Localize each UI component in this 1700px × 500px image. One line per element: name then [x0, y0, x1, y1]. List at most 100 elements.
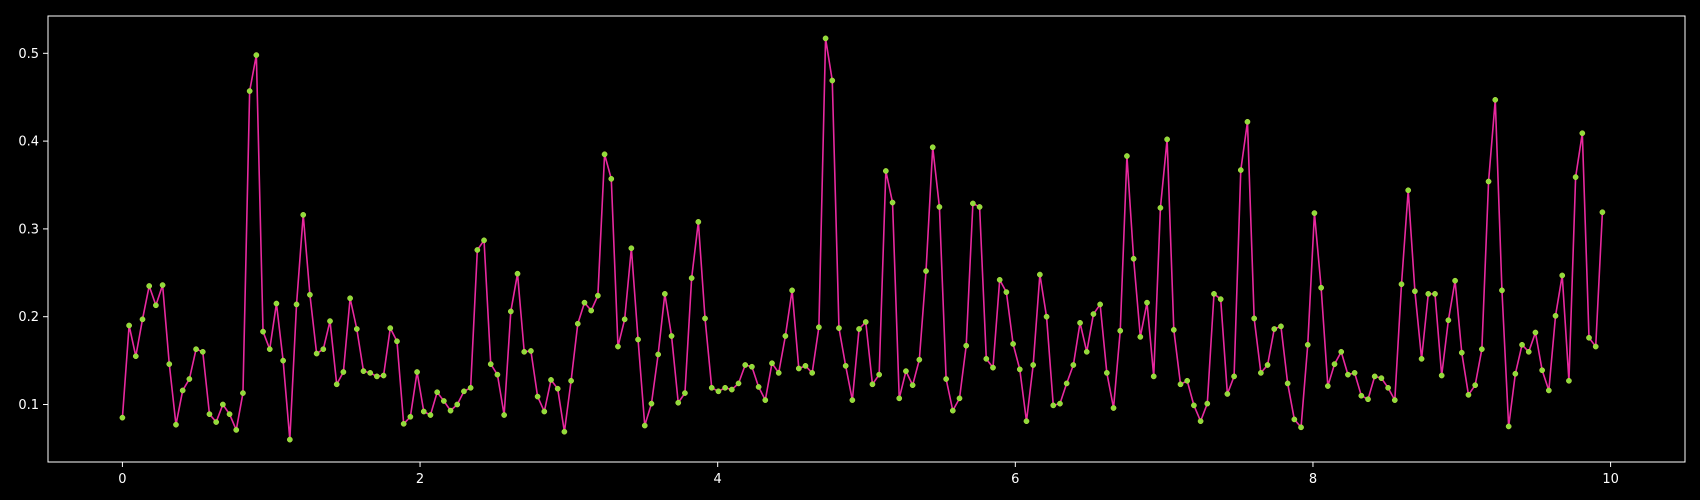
data-point	[1499, 287, 1505, 294]
data-point	[568, 377, 574, 384]
data-point	[1164, 136, 1170, 143]
data-point	[715, 388, 722, 395]
data-point	[742, 362, 749, 368]
data-point	[1405, 187, 1412, 194]
data-point	[1278, 323, 1284, 330]
data-point	[1519, 341, 1525, 348]
data-point	[374, 373, 380, 380]
data-point	[1452, 277, 1458, 284]
data-point	[1037, 271, 1043, 278]
data-point	[1465, 391, 1472, 398]
data-point	[186, 376, 193, 382]
data-point	[581, 299, 588, 306]
data-point	[1458, 349, 1465, 356]
data-point	[601, 151, 608, 158]
data-point	[199, 348, 206, 355]
data-point	[1170, 327, 1177, 333]
data-point	[963, 342, 970, 349]
data-point	[1050, 402, 1057, 409]
data-point	[735, 380, 742, 387]
data-point	[1124, 153, 1130, 159]
data-point	[782, 333, 789, 339]
data-point	[648, 400, 655, 407]
data-point	[1137, 334, 1144, 340]
x-tick-label: 0	[118, 472, 126, 487]
data-point	[1197, 418, 1204, 425]
data-point	[280, 357, 286, 364]
data-point	[1331, 361, 1338, 367]
data-point	[688, 275, 695, 281]
data-point	[139, 316, 146, 323]
data-point	[595, 292, 601, 299]
data-point	[1284, 380, 1291, 387]
data-point	[1304, 341, 1311, 348]
data-point	[1224, 391, 1231, 397]
data-point	[641, 422, 648, 429]
data-point	[400, 420, 407, 427]
data-point	[353, 326, 360, 332]
data-point	[1559, 272, 1566, 279]
data-point	[1371, 373, 1378, 380]
data-point	[621, 316, 628, 323]
data-point	[487, 361, 494, 367]
data-point	[1063, 380, 1070, 387]
data-point	[307, 291, 313, 298]
data-point	[675, 399, 682, 406]
data-point	[574, 320, 581, 327]
data-point	[541, 408, 548, 415]
data-point	[822, 35, 829, 42]
data-point	[1552, 312, 1559, 319]
data-point	[695, 219, 702, 225]
data-point	[1010, 341, 1016, 347]
data-point	[655, 351, 662, 358]
data-point	[755, 384, 762, 390]
data-point	[775, 370, 782, 376]
data-point	[246, 88, 253, 94]
data-point	[286, 436, 293, 443]
data-point	[1070, 362, 1077, 368]
data-point	[1472, 382, 1479, 389]
data-point	[253, 52, 260, 58]
data-point	[447, 407, 454, 414]
data-point	[126, 322, 132, 329]
data-point	[1599, 209, 1606, 216]
data-point	[1083, 348, 1090, 355]
data-point	[273, 300, 280, 307]
data-point	[193, 346, 199, 353]
data-point	[507, 308, 514, 315]
data-point	[327, 318, 333, 324]
data-point	[1237, 167, 1244, 173]
data-point	[702, 315, 708, 322]
y-tick-label: 0.3	[18, 222, 39, 237]
data-point	[387, 325, 394, 331]
data-point	[1385, 384, 1391, 391]
data-point	[662, 291, 668, 297]
data-point	[528, 348, 534, 354]
data-point	[494, 371, 501, 378]
data-point	[1532, 329, 1539, 336]
data-point	[226, 411, 233, 417]
data-point	[313, 350, 320, 357]
data-point	[682, 390, 688, 396]
data-point	[1103, 370, 1110, 376]
data-point	[1445, 317, 1452, 324]
data-point	[1525, 348, 1532, 355]
data-point	[300, 212, 307, 218]
data-point	[554, 385, 561, 392]
data-point	[474, 247, 481, 253]
data-point	[1030, 362, 1037, 368]
data-point	[360, 368, 367, 374]
data-point	[1391, 397, 1398, 403]
data-point	[427, 412, 434, 418]
data-point	[1432, 291, 1438, 297]
data-point	[916, 356, 923, 363]
data-point	[441, 398, 447, 404]
data-point	[367, 370, 374, 376]
data-point	[1016, 366, 1023, 373]
data-point	[1579, 130, 1586, 137]
data-point	[1211, 291, 1217, 297]
data-point	[159, 282, 166, 288]
data-point	[1586, 334, 1592, 341]
data-point	[1539, 367, 1545, 374]
